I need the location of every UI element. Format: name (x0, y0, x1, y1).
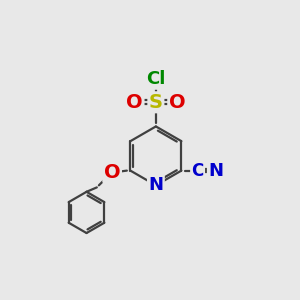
Text: N: N (148, 176, 164, 194)
Text: C: C (191, 162, 204, 180)
Text: S: S (149, 93, 163, 112)
Text: O: O (126, 93, 143, 112)
Text: Cl: Cl (146, 70, 166, 88)
Text: O: O (169, 93, 185, 112)
Text: N: N (208, 162, 223, 180)
Text: O: O (104, 163, 120, 182)
